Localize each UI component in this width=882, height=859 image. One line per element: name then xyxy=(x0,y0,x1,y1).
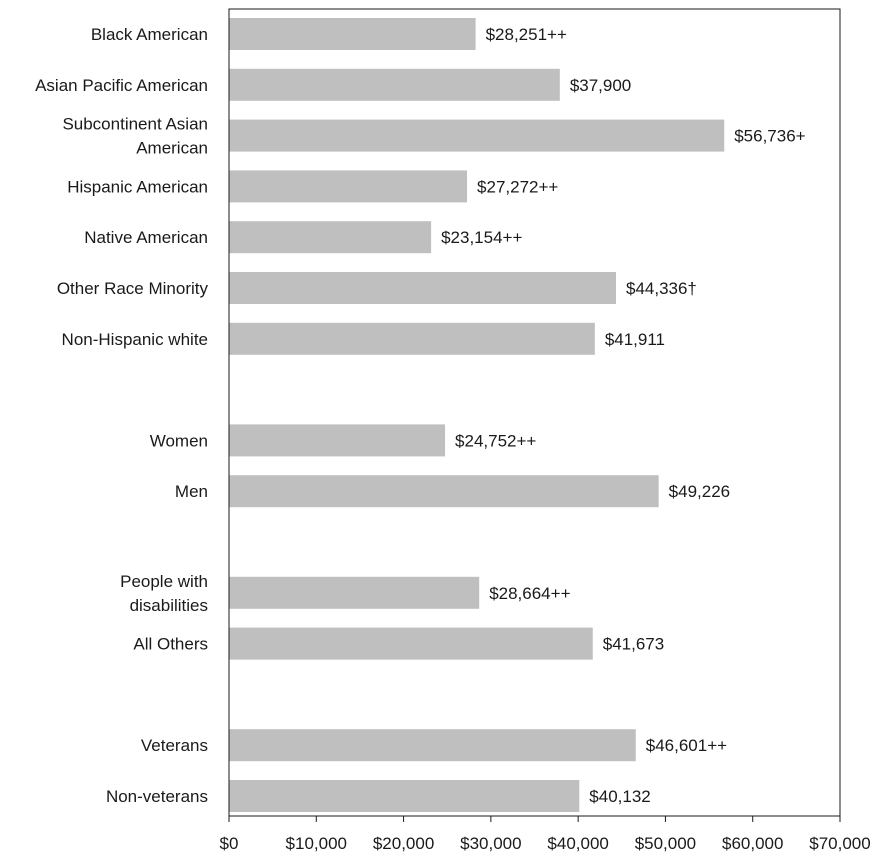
bars-layer xyxy=(229,18,725,812)
bar xyxy=(229,170,468,203)
category-label: Native American xyxy=(84,228,208,247)
value-label: $46,601++ xyxy=(646,736,727,755)
value-label: $40,132 xyxy=(589,787,650,806)
value-label: $27,272++ xyxy=(477,177,558,196)
bar xyxy=(229,68,560,101)
bar xyxy=(229,729,636,762)
category-label: Other Race Minority xyxy=(57,279,209,298)
x-tick-label: $30,000 xyxy=(460,834,521,853)
bar xyxy=(229,780,580,812)
value-label: $41,911 xyxy=(605,330,665,349)
category-label: Women xyxy=(150,431,208,450)
bar xyxy=(229,322,595,355)
value-label: $41,673 xyxy=(603,635,664,654)
value-label: $23,154++ xyxy=(441,228,522,247)
category-label: Hispanic American xyxy=(67,177,208,196)
category-label: disabilities xyxy=(130,596,208,615)
x-tick-label: $70,000 xyxy=(809,834,870,853)
plot-area-border xyxy=(228,8,841,817)
x-tick-label: $50,000 xyxy=(635,834,696,853)
bar xyxy=(229,18,476,50)
category-label: People with xyxy=(120,572,208,591)
value-label: $49,226 xyxy=(669,482,730,501)
x-tick-label: $40,000 xyxy=(547,834,608,853)
value-label: $37,900 xyxy=(570,76,631,95)
labels-layer: $28,251++ Black American $37,900 Asian Paci… xyxy=(35,25,806,806)
value-label: $44,336† xyxy=(626,279,697,298)
value-label: $28,251++ xyxy=(486,25,567,44)
category-label: Black American xyxy=(91,25,208,44)
category-label: Non-veterans xyxy=(106,787,208,806)
x-tick-labels: $0 $10,000 $20,000 $30,000 $40,000 $50,000 $60… xyxy=(220,834,871,853)
bar xyxy=(229,627,593,660)
bar xyxy=(229,475,659,508)
category-label: American xyxy=(136,139,208,158)
value-label: $56,736+ xyxy=(734,127,805,146)
category-label: Veterans xyxy=(141,736,208,755)
axes-layer xyxy=(228,8,841,822)
category-label: Subcontinent Asian xyxy=(62,115,208,134)
category-label: All Others xyxy=(133,635,208,654)
bar xyxy=(229,424,446,457)
x-tick-label: $60,000 xyxy=(722,834,783,853)
value-label: $28,664++ xyxy=(489,584,570,603)
category-label: Men xyxy=(175,482,208,501)
category-label: Non-Hispanic white xyxy=(62,330,208,349)
bar xyxy=(229,119,725,152)
x-tick-label: $10,000 xyxy=(286,834,347,853)
x-tick-label: $20,000 xyxy=(373,834,434,853)
bar xyxy=(229,221,432,254)
bar xyxy=(229,272,616,304)
bar xyxy=(229,576,480,609)
category-label: Asian Pacific American xyxy=(35,76,208,95)
x-tick-label: $0 xyxy=(220,834,239,853)
value-label: $24,752++ xyxy=(455,431,536,450)
